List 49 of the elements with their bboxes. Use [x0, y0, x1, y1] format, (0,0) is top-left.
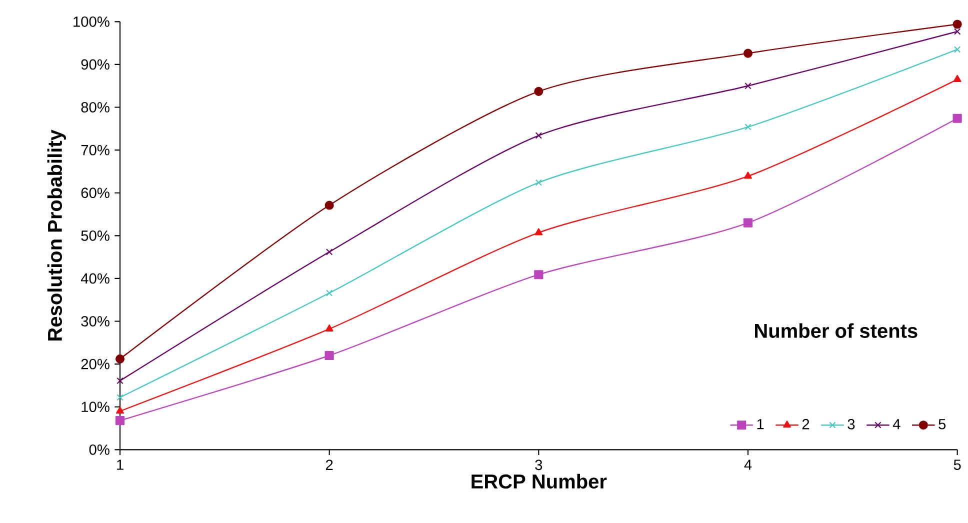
point	[744, 124, 752, 130]
y-tick-label: 10%	[82, 402, 110, 412]
point	[324, 200, 334, 210]
point	[325, 324, 334, 332]
point	[534, 87, 544, 96]
point	[743, 218, 753, 228]
legend-label: 5	[938, 419, 946, 430]
point	[954, 46, 961, 54]
point	[952, 114, 962, 124]
y-tick-label: 70%	[81, 145, 110, 156]
point	[954, 28, 961, 36]
point	[534, 270, 544, 280]
point	[115, 416, 125, 426]
point	[744, 172, 752, 179]
legend-label: 1	[757, 419, 764, 430]
x-tick-label: 5	[954, 460, 961, 470]
x-axis-title: ERCP Number	[472, 474, 607, 489]
point	[744, 82, 752, 90]
point	[326, 248, 333, 256]
point	[115, 354, 125, 364]
y-tick-label: 40%	[80, 273, 110, 284]
y-tick-label: 80%	[81, 102, 110, 113]
y-tick-label: 0%	[89, 444, 110, 456]
point	[953, 75, 962, 82]
legend-title: Number of stents	[755, 323, 918, 338]
x-tick-label: 4	[744, 460, 752, 470]
y-axis-title: Resolution Probability	[47, 130, 66, 341]
legend-label: 3	[848, 419, 855, 430]
y-tick-label: 90%	[81, 59, 110, 70]
y-tick-label: 100%	[74, 16, 110, 28]
point	[535, 179, 542, 186]
point	[116, 378, 124, 384]
x-tick-label: 1	[117, 460, 124, 470]
y-tick-label: 20%	[81, 359, 110, 370]
y-tick-label: 50%	[81, 230, 110, 242]
legend-label: 4	[892, 419, 900, 430]
point	[535, 132, 542, 140]
point	[743, 48, 753, 58]
point	[534, 228, 543, 236]
x-tick-label: 2	[326, 460, 333, 470]
legend-label: 2	[802, 419, 810, 430]
x-tick-label: 3	[535, 460, 542, 470]
y-tick-label: 60%	[81, 188, 110, 198]
point	[116, 406, 124, 414]
point	[116, 394, 124, 401]
point	[326, 290, 333, 297]
y-tick-label: 30%	[81, 316, 110, 327]
point	[952, 20, 962, 29]
point	[324, 351, 334, 360]
